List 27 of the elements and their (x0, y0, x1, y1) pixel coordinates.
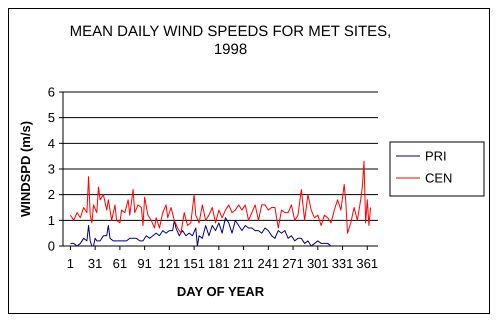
line-series (70, 160, 372, 234)
x-tick-label: 241 (257, 256, 280, 271)
x-tick-label: 301 (306, 256, 329, 271)
x-tick-label: 151 (183, 256, 205, 271)
y-tick-label: 1 (48, 212, 55, 228)
x-tick-label: 331 (332, 256, 354, 271)
x-tick-label: 361 (356, 256, 378, 271)
x-tick-label: 1 (66, 256, 74, 271)
y-tick-label: 0 (48, 238, 55, 254)
x-axis-title: DAY OF YEAR (176, 284, 265, 299)
line-series (70, 217, 332, 246)
legend-label: PRI (425, 148, 447, 164)
chart-title: MEAN DAILY WIND SPEEDS FOR MET SITES, 1998 (70, 23, 392, 58)
x-tick-label: 211 (233, 256, 254, 271)
y-tick-label: 5 (48, 110, 55, 126)
y-tick-label: 2 (48, 187, 55, 202)
x-tick-label: 31 (88, 256, 102, 271)
x-tick-label: 271 (282, 256, 304, 271)
y-tick-label: 3 (48, 162, 55, 177)
y-tick-label: 6 (48, 84, 55, 100)
y-axis-title: WINDSPD (m/s) (18, 120, 33, 218)
y-tick-label: 4 (48, 136, 55, 151)
x-tick-label: 91 (137, 256, 152, 271)
legend-label: CEN (425, 170, 452, 186)
x-tick-label: 181 (208, 256, 230, 271)
x-tick-label: 61 (112, 256, 128, 271)
x-tick-label: 121 (158, 256, 180, 271)
